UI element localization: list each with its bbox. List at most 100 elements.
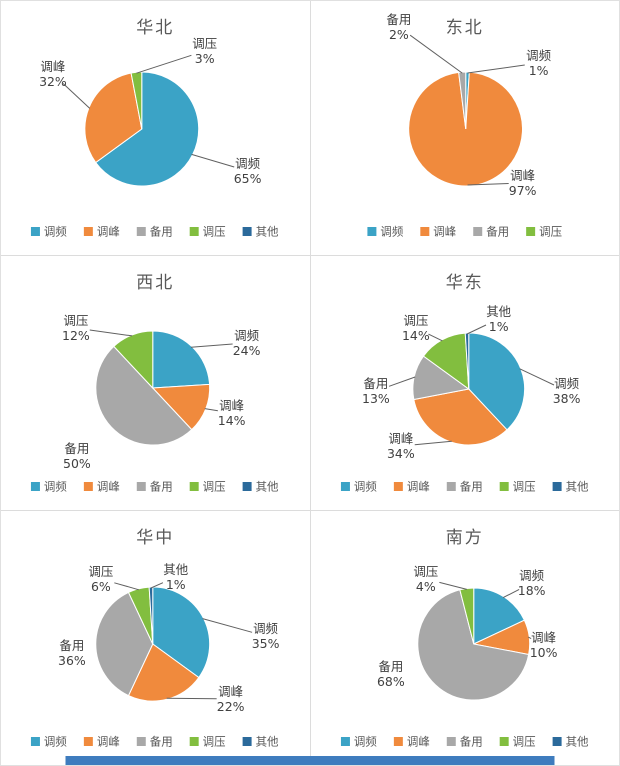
slice-label: 调频 35% (252, 621, 280, 651)
label-leader-line (414, 440, 452, 446)
legend-swatch (30, 737, 40, 746)
pie-chart-svg: 调频 18% 调峰 10% 备用 68% 调压 4% 调频 调峰 备用 调压 其他 (340, 564, 589, 749)
legend-swatch (446, 737, 456, 746)
slice-label: 调压 12% (62, 313, 90, 343)
pie-slice (95, 591, 154, 697)
legend-label: 其他 (565, 734, 588, 748)
legend-swatch (419, 227, 429, 236)
legend-swatch (242, 482, 252, 491)
legend-label: 调压 (203, 479, 226, 493)
pie-slice (457, 71, 466, 130)
pie-chart-svg: 调频 35% 调峰 22% 备用 36% 调压 6% 其他 1% 调频 调峰 备用 调压 其他 (30, 562, 280, 749)
legend-swatch (189, 737, 199, 746)
pie-slice (113, 330, 154, 390)
legend-swatch (136, 482, 146, 491)
slice-label: 调峰 97% (508, 168, 536, 198)
pie-chart-north-china: 调频 65% 调峰 32% 调压 3% 调频 调峰 备用 调压 其他 华北 (1, 1, 310, 255)
legend-swatch (472, 227, 482, 236)
pie-chart-south: 调频 18% 调峰 10% 备用 68% 调压 4% 调频 调峰 备用 调压 其他 南方 (310, 511, 619, 765)
legend-swatch (552, 737, 562, 746)
pie-chart-svg: 调频 1% 调峰 97% 备用 2% 调频 调峰 备用 调压 (366, 12, 562, 239)
legend-label: 备用 (150, 479, 173, 493)
legend-label: 备用 (486, 224, 509, 238)
legend-label: 调峰 (433, 224, 456, 238)
pie-slice (152, 586, 211, 679)
pie-slice (416, 589, 529, 701)
pie-slice (467, 332, 525, 431)
legend-swatch (30, 482, 40, 491)
legend-swatch (499, 482, 509, 491)
legend-label: 备用 (459, 479, 482, 493)
slice-label: 备用 13% (362, 376, 390, 406)
legend-swatch (366, 227, 376, 236)
legend-swatch (83, 737, 93, 746)
legend-swatch (83, 482, 93, 491)
slice-label: 备用 36% (58, 638, 86, 668)
legend-label: 调压 (512, 734, 535, 748)
legend-swatch (393, 482, 403, 491)
pie-chart-svg: 调频 65% 调峰 32% 调压 3% 调频 调峰 备用 调压 其他 (30, 36, 279, 239)
label-leader-line (191, 153, 235, 168)
label-leader-line (438, 581, 467, 590)
legend-label: 调峰 (97, 224, 120, 238)
legend-label: 备用 (150, 734, 173, 748)
slice-label: 其他 1% (486, 304, 511, 334)
pie-slice (95, 345, 193, 446)
slice-label: 调频 18% (517, 568, 545, 598)
slice-label: 调压 14% (401, 313, 429, 343)
label-leader-line (466, 64, 525, 74)
legend-label: 调频 (353, 479, 376, 493)
legend-swatch (525, 227, 535, 236)
slice-label: 备用 2% (386, 12, 411, 42)
pie-chart-east-china: 调频 38% 调峰 34% 备用 13% 调压 14% 其他 1% 调频 调峰 备用 调压 其他 华东 (310, 256, 619, 510)
legend-label: 其他 (256, 734, 279, 748)
legend-swatch (136, 737, 146, 746)
legend-label: 其他 (256, 224, 279, 238)
legend-label: 调压 (539, 224, 562, 238)
label-leader-line (202, 618, 253, 633)
legend-label: 调峰 (406, 479, 429, 493)
bottom-banner (65, 756, 555, 765)
legend-label: 调峰 (97, 479, 120, 493)
legend-label: 调压 (203, 224, 226, 238)
slice-label: 调压 6% (88, 564, 113, 594)
label-leader-line (388, 376, 415, 387)
label-leader-line (427, 333, 443, 342)
label-leader-line (89, 329, 133, 337)
slice-label: 调压 4% (413, 564, 438, 594)
legend-label: 调压 (512, 479, 535, 493)
pie-slice (412, 388, 508, 446)
slice-label: 备用 50% (63, 441, 91, 471)
label-leader-line (502, 588, 519, 599)
legend-swatch (189, 227, 199, 236)
slice-label: 调压 3% (192, 36, 217, 66)
legend-swatch (242, 227, 252, 236)
slice-label: 其他 1% (163, 562, 188, 592)
legend-label: 其他 (256, 479, 279, 493)
slice-label: 调频 65% (234, 156, 262, 186)
slice-label: 调频 1% (526, 48, 551, 78)
slice-label: 调峰 14% (218, 398, 246, 428)
pie-chart-central-china: 调频 35% 调峰 22% 备用 36% 调压 6% 其他 1% 调频 调峰 备用 调压 其他 华中 (1, 511, 310, 765)
slice-label: 调峰 10% (529, 630, 557, 660)
label-leader-line (114, 582, 140, 591)
label-leader-line (527, 636, 531, 640)
legend-swatch (340, 482, 350, 491)
legend-label: 备用 (459, 734, 482, 748)
pie-chart-northwest: 调频 24% 调峰 14% 备用 50% 调压 12% 调频 调峰 备用 调压 其他 西北 (1, 256, 310, 510)
legend-label: 调频 (353, 734, 376, 748)
slice-label: 调峰 32% (39, 59, 67, 89)
label-leader-line (62, 83, 91, 109)
legend-swatch (83, 227, 93, 236)
slice-label: 调频 38% (552, 376, 580, 406)
legend-label: 其他 (565, 479, 588, 493)
pie-slice (152, 330, 211, 389)
legend-swatch (340, 737, 350, 746)
legend-label: 备用 (150, 224, 173, 238)
legend-label: 调频 (380, 224, 403, 238)
legend-label: 调压 (203, 734, 226, 748)
label-leader-line (150, 582, 164, 589)
legend-label: 调频 (44, 224, 67, 238)
pie-slice (458, 587, 474, 645)
